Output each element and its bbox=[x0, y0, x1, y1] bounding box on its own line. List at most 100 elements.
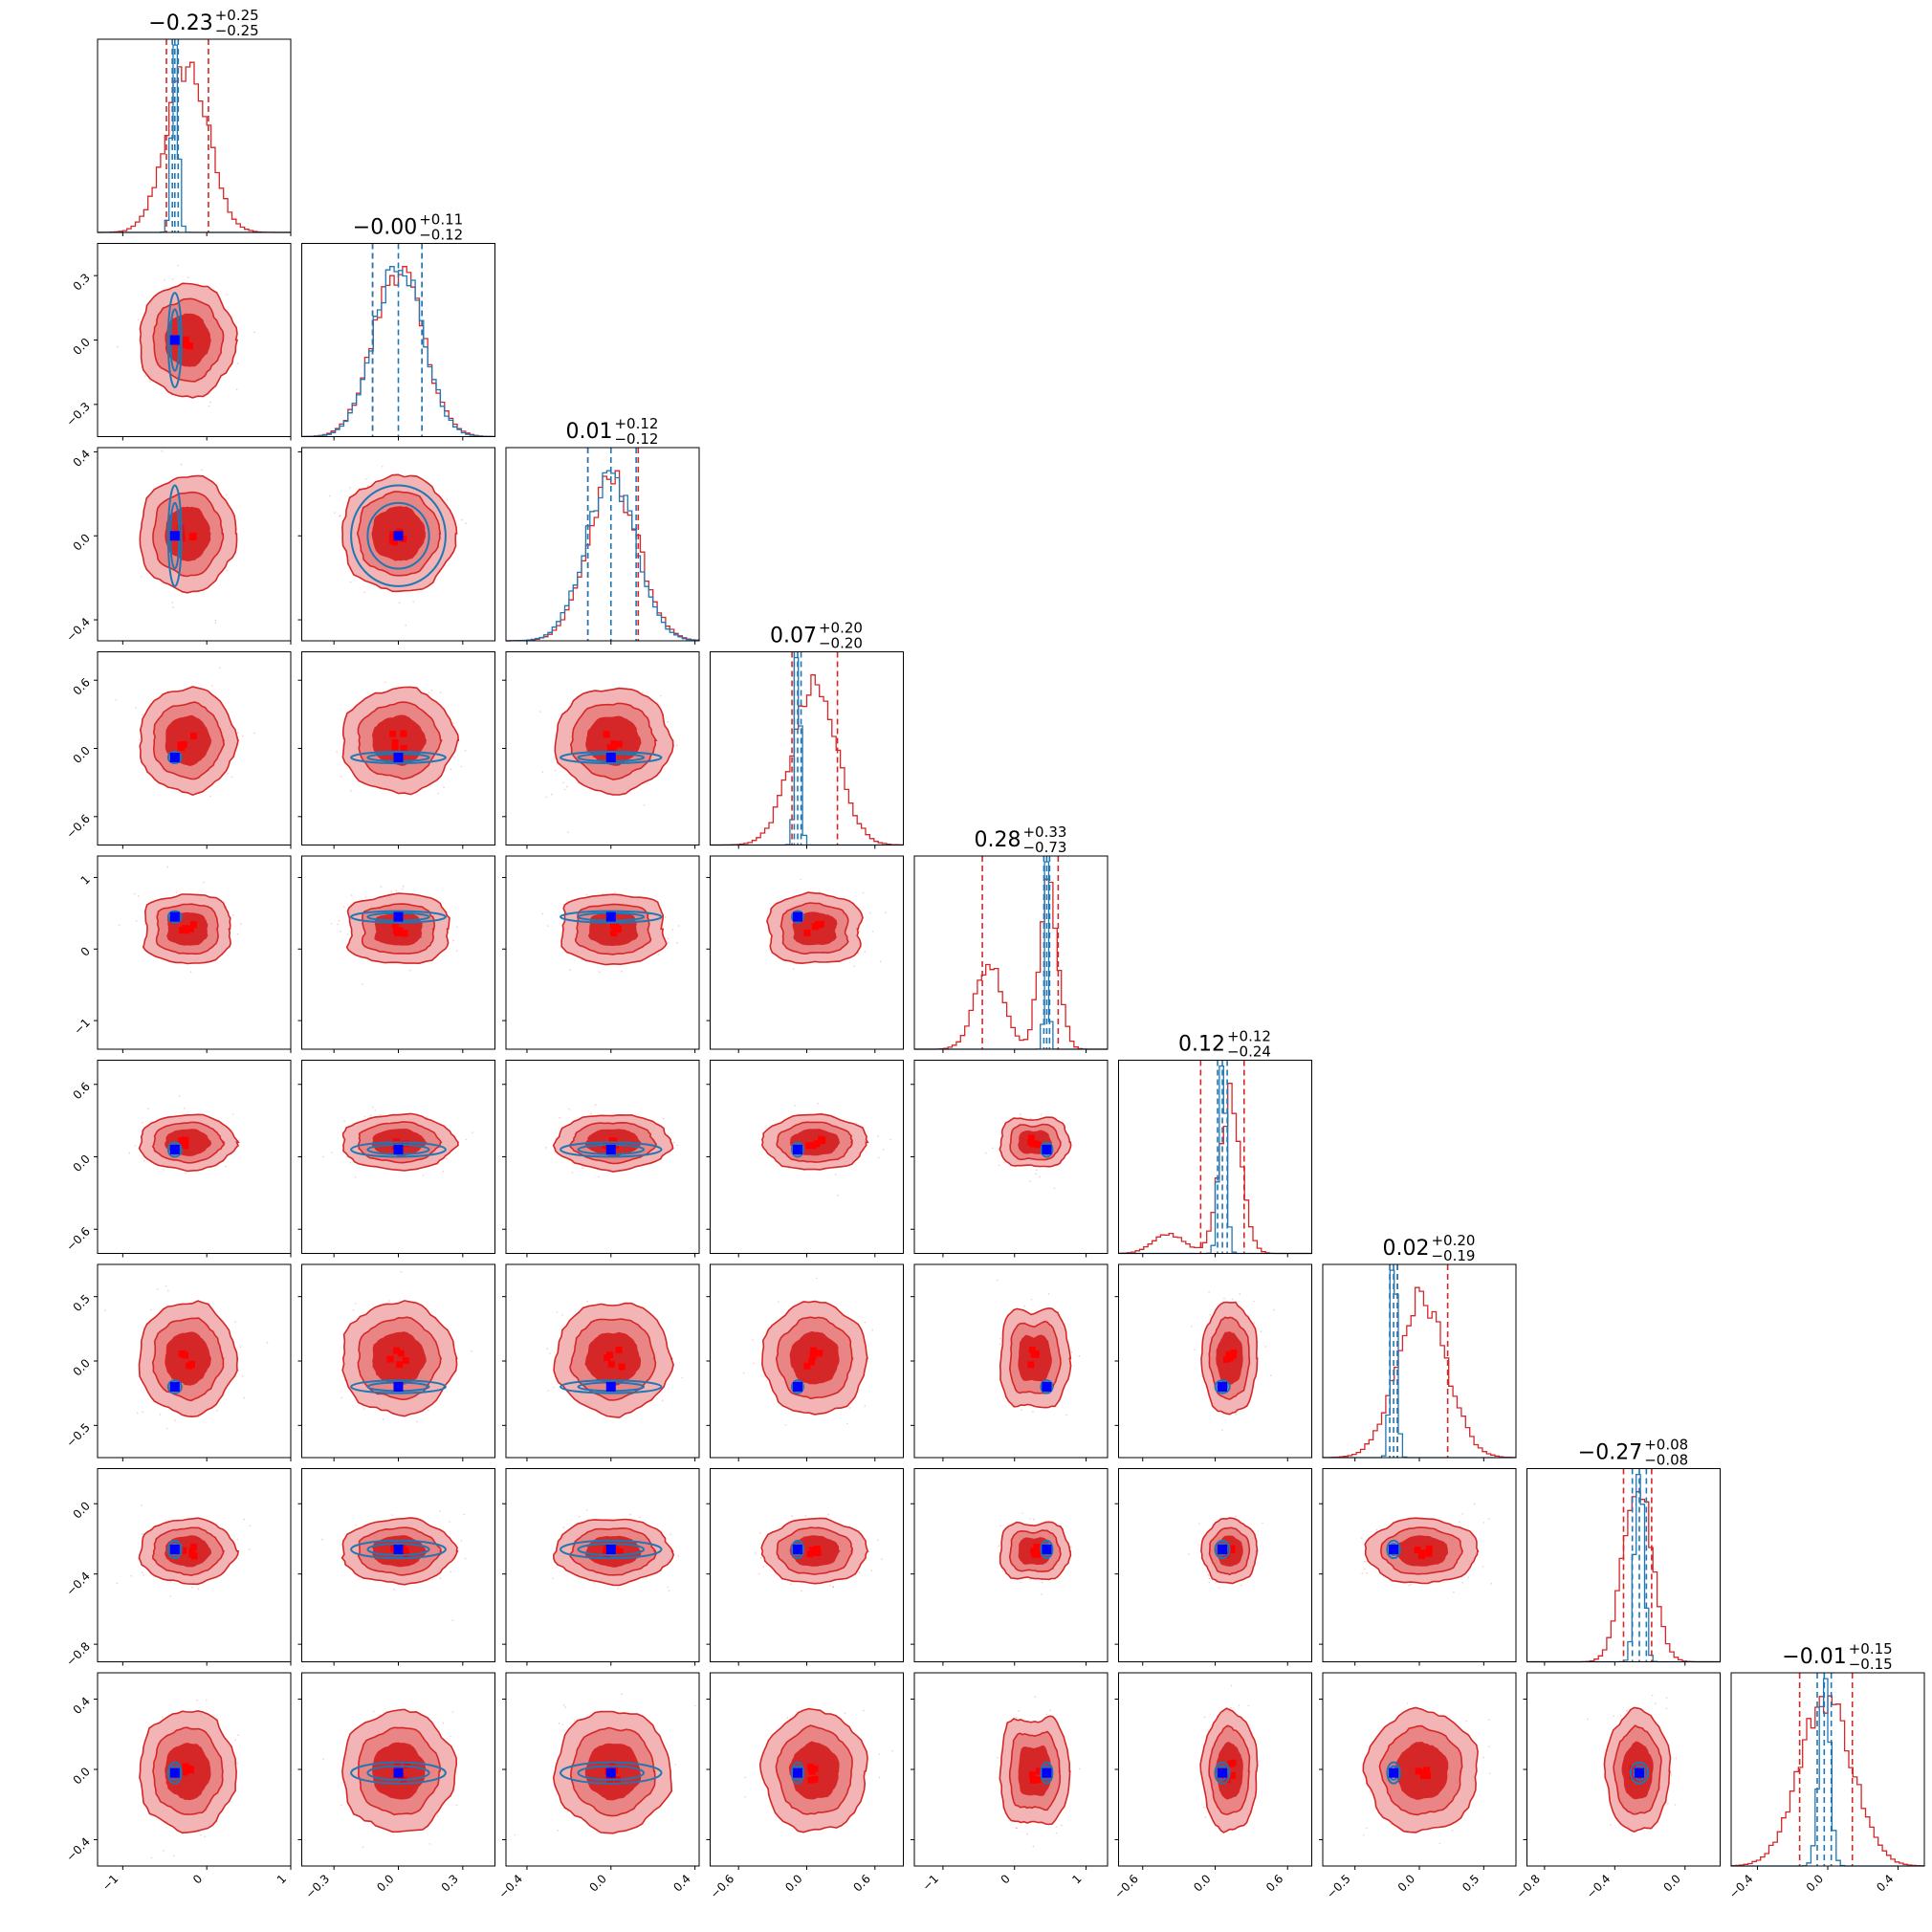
sample-point bbox=[451, 722, 454, 725]
sample-point bbox=[879, 960, 882, 963]
broad-marker bbox=[1225, 1350, 1233, 1358]
diagonal-panel-5: 0.28 +0.33−0.73 bbox=[913, 823, 1109, 1050]
sample-point bbox=[422, 1175, 425, 1176]
sample-point bbox=[393, 1589, 396, 1591]
sample-point bbox=[439, 1510, 441, 1512]
sample-point bbox=[1191, 1326, 1193, 1328]
sample-point bbox=[677, 1555, 679, 1557]
sample-point bbox=[1002, 1570, 1004, 1572]
sample-point bbox=[208, 405, 210, 407]
sample-point bbox=[545, 796, 547, 799]
sample-point bbox=[363, 591, 366, 594]
sample-point bbox=[128, 1152, 131, 1154]
sample-point bbox=[171, 602, 174, 604]
sample-point bbox=[1055, 1826, 1058, 1828]
sample-point bbox=[355, 1524, 357, 1526]
narrow-histogram-3 bbox=[506, 470, 700, 642]
sample-point bbox=[1040, 1113, 1042, 1116]
broad-marker bbox=[1028, 1346, 1036, 1353]
sample-point bbox=[382, 1418, 384, 1420]
sample-point bbox=[1208, 1291, 1210, 1293]
panel-title-plus: +0.15 bbox=[1849, 1640, 1893, 1658]
broad-marker bbox=[396, 1361, 404, 1369]
broad-marker bbox=[1222, 1355, 1230, 1363]
broad-marker bbox=[1418, 1549, 1426, 1557]
sample-point bbox=[118, 924, 121, 926]
panel-title-value: −0.00 bbox=[353, 216, 417, 240]
broad-marker bbox=[1424, 1772, 1432, 1780]
sample-point bbox=[547, 1390, 549, 1392]
sample-point bbox=[159, 1414, 162, 1416]
sample-point bbox=[864, 1321, 867, 1324]
sample-point bbox=[1253, 1322, 1256, 1324]
sample-point bbox=[149, 381, 151, 383]
sample-point bbox=[451, 1711, 454, 1713]
sample-point bbox=[1610, 1824, 1612, 1826]
sample-point bbox=[562, 781, 564, 784]
sample-point bbox=[1461, 1513, 1463, 1515]
sample-point bbox=[585, 893, 588, 896]
broad-marker bbox=[807, 1776, 815, 1784]
sample-point bbox=[832, 1586, 834, 1588]
panel-5-9 bbox=[913, 1672, 1109, 1867]
sample-point bbox=[539, 711, 541, 713]
panel-title-plus: +0.08 bbox=[1644, 1437, 1688, 1454]
narrow-contour bbox=[166, 910, 183, 924]
broad-marker bbox=[615, 740, 623, 748]
sample-point bbox=[1065, 1414, 1067, 1416]
sample-point bbox=[563, 788, 566, 791]
sample-point bbox=[1029, 1579, 1031, 1581]
broad-marker bbox=[1629, 1772, 1636, 1780]
sample-point bbox=[1459, 1521, 1460, 1523]
sample-point bbox=[996, 1279, 999, 1282]
sample-point bbox=[786, 1717, 788, 1719]
sample-point bbox=[461, 518, 464, 521]
broad-marker bbox=[1419, 1772, 1427, 1780]
sample-point bbox=[1253, 1300, 1255, 1303]
sample-point bbox=[667, 1586, 669, 1589]
narrow-marker bbox=[605, 1544, 616, 1554]
broad-marker bbox=[402, 1357, 409, 1365]
sample-point bbox=[755, 1552, 757, 1554]
narrow-contour bbox=[1633, 1765, 1647, 1781]
narrow-contour bbox=[560, 1539, 663, 1560]
sample-point bbox=[1194, 1349, 1196, 1351]
sample-point bbox=[322, 1155, 324, 1158]
sample-point bbox=[541, 912, 544, 915]
sample-point bbox=[742, 1372, 745, 1374]
sample-point bbox=[201, 469, 203, 472]
x-tick-label: −0.6 bbox=[1111, 1872, 1141, 1901]
sample-point bbox=[379, 1114, 382, 1116]
narrow-contour bbox=[790, 1761, 804, 1785]
sample-point bbox=[643, 804, 646, 806]
sample-point bbox=[362, 983, 363, 985]
narrow-marker bbox=[1042, 1767, 1052, 1778]
sample-point bbox=[1587, 1718, 1589, 1721]
sample-point bbox=[598, 971, 601, 974]
sample-point bbox=[1240, 1584, 1242, 1587]
x-tick-label: 1 bbox=[1069, 1872, 1084, 1886]
panel-title-minus: −0.12 bbox=[419, 227, 463, 244]
sample-point bbox=[1365, 1827, 1368, 1830]
panel-2-9 bbox=[301, 1672, 495, 1867]
narrow-contour bbox=[350, 1141, 447, 1158]
sample-point bbox=[349, 487, 351, 489]
sample-point bbox=[757, 1572, 760, 1575]
sample-point bbox=[857, 952, 860, 955]
sample-point bbox=[1438, 1842, 1441, 1845]
sample-point bbox=[677, 925, 680, 927]
sample-point bbox=[1488, 1772, 1491, 1775]
panel-1-9 bbox=[97, 1672, 292, 1867]
narrow-marker bbox=[792, 1144, 802, 1154]
sample-point bbox=[752, 1339, 754, 1341]
narrow-marker bbox=[393, 1381, 404, 1392]
sample-point bbox=[236, 933, 239, 935]
sample-point bbox=[821, 1111, 823, 1114]
x-tick-label: 0.6 bbox=[1263, 1872, 1285, 1894]
sample-point bbox=[877, 1135, 880, 1137]
narrow-marker bbox=[169, 1144, 180, 1154]
broad-marker bbox=[1415, 1767, 1422, 1775]
broad-marker bbox=[606, 1351, 614, 1359]
panel-frame bbox=[505, 1468, 700, 1662]
narrow-contour bbox=[560, 1141, 663, 1158]
